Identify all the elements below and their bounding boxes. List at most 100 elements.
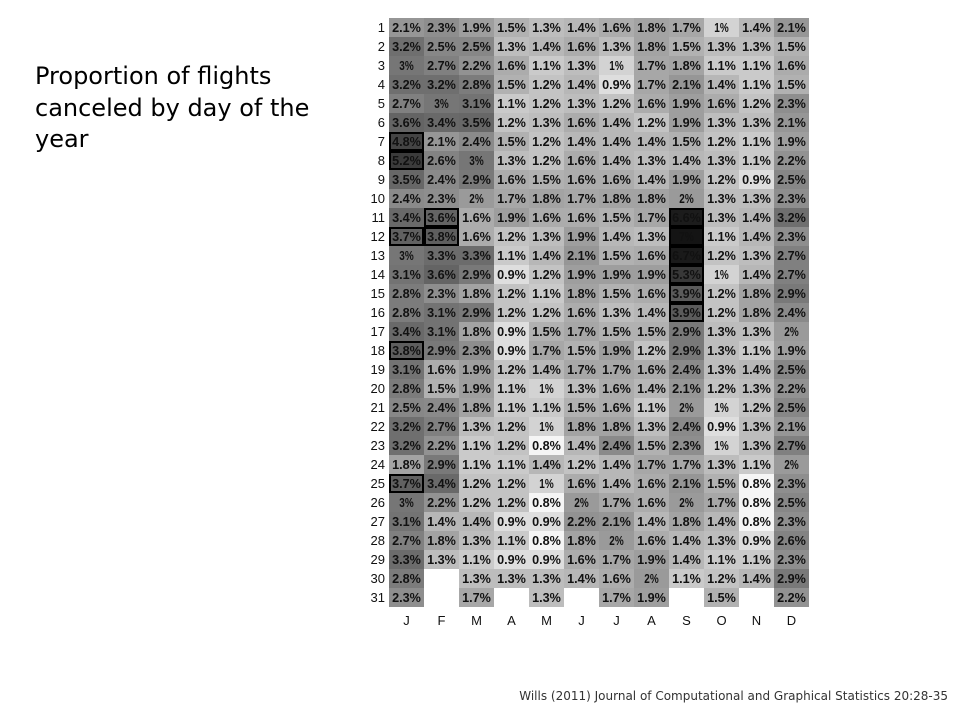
heatmap-cell bbox=[529, 512, 564, 531]
heatmap-cell bbox=[599, 360, 634, 379]
heatmap-cell-label: 1.2% bbox=[532, 135, 561, 149]
heatmap-cell-label: 1.3% bbox=[707, 325, 736, 339]
heatmap-cell bbox=[774, 246, 809, 265]
heatmap-cell bbox=[704, 56, 739, 75]
heatmap-cell-label: 1.9% bbox=[497, 211, 526, 225]
heatmap-cell-label: 5.3% bbox=[672, 268, 701, 282]
month-label: M bbox=[541, 613, 552, 628]
heatmap-cell-label: 1.4% bbox=[567, 572, 596, 586]
day-label: 31 bbox=[371, 590, 385, 605]
heatmap-cell bbox=[529, 56, 564, 75]
heatmap-cell bbox=[704, 170, 739, 189]
heatmap-cell-label: 2.4% bbox=[672, 363, 701, 377]
heatmap-cell-label: 2.3% bbox=[392, 591, 421, 605]
heatmap-cell-label: 1.4% bbox=[602, 458, 631, 472]
heatmap-cell bbox=[599, 493, 634, 512]
heatmap-cell bbox=[669, 265, 704, 284]
heatmap-cell-label: 1.1% bbox=[742, 344, 771, 358]
heatmap-cell bbox=[704, 588, 739, 607]
heatmap-cell-label: 1.5% bbox=[497, 21, 526, 35]
heatmap-cell-label: 1.6% bbox=[462, 211, 491, 225]
heatmap-cell-label: 1.6% bbox=[777, 59, 806, 73]
heatmap-cell-label: 1.8% bbox=[567, 420, 596, 434]
heatmap-cell-label: 1.3% bbox=[602, 306, 631, 320]
heatmap-cell bbox=[564, 94, 599, 113]
heatmap-cell bbox=[459, 56, 494, 75]
heatmap-cell bbox=[389, 75, 424, 94]
heatmap-cell bbox=[389, 113, 424, 132]
heatmap-cell bbox=[704, 18, 739, 37]
day-label: 11 bbox=[372, 210, 386, 225]
heatmap-cell bbox=[564, 265, 599, 284]
heatmap-cell-label: 1.4% bbox=[742, 230, 771, 244]
heatmap-cell-label: 2% bbox=[679, 496, 693, 510]
heatmap-cell bbox=[389, 322, 424, 341]
heatmap-cell bbox=[599, 37, 634, 56]
heatmap-cell bbox=[599, 455, 634, 474]
heatmap-cell-label: 1.3% bbox=[742, 382, 771, 396]
heatmap-cell bbox=[389, 550, 424, 569]
heatmap-cell-label: 2.2% bbox=[777, 591, 806, 605]
heatmap-cell-label: 2.3% bbox=[777, 515, 806, 529]
month-label: S bbox=[682, 613, 691, 628]
heatmap-cell bbox=[424, 322, 459, 341]
heatmap-cell bbox=[669, 322, 704, 341]
heatmap-cell-label: 1.7% bbox=[672, 458, 701, 472]
heatmap-cell bbox=[774, 398, 809, 417]
heatmap-cell bbox=[424, 303, 459, 322]
heatmap-cell-label: 1.7% bbox=[567, 363, 596, 377]
heatmap-cell bbox=[564, 75, 599, 94]
heatmap-cell-label: 0.9% bbox=[742, 173, 771, 187]
heatmap-cell-label: 2.3% bbox=[427, 287, 456, 301]
heatmap-cell bbox=[599, 151, 634, 170]
day-label: 10 bbox=[371, 191, 385, 206]
day-label: 17 bbox=[371, 324, 385, 339]
heatmap-cell bbox=[669, 246, 704, 265]
heatmap-cell bbox=[669, 341, 704, 360]
heatmap-cell-label: 1.2% bbox=[462, 477, 491, 491]
heatmap-cell-label: 1.3% bbox=[497, 40, 526, 54]
heatmap-cell-label: 1.6% bbox=[637, 287, 666, 301]
heatmap-cell-label: 1.5% bbox=[567, 401, 596, 415]
heatmap-cell bbox=[599, 56, 634, 75]
heatmap-cell bbox=[774, 379, 809, 398]
heatmap-cell bbox=[494, 360, 529, 379]
heatmap-cell-label: 2.9% bbox=[777, 287, 806, 301]
heatmap-cell-label: 2.9% bbox=[462, 306, 491, 320]
heatmap-cell-label: 1.8% bbox=[532, 192, 561, 206]
heatmap-cell bbox=[459, 455, 494, 474]
heatmap-cell-label: 1.1% bbox=[742, 59, 771, 73]
heatmap-cell bbox=[704, 37, 739, 56]
heatmap-cell bbox=[564, 56, 599, 75]
heatmap-cell bbox=[634, 151, 669, 170]
heatmap-cell-label: 1.6% bbox=[637, 534, 666, 548]
heatmap-cell-label: 1.1% bbox=[707, 230, 736, 244]
heatmap-cell-label: 1.4% bbox=[672, 534, 701, 548]
heatmap-cell-label: 1.9% bbox=[567, 268, 596, 282]
heatmap-cell bbox=[424, 531, 459, 550]
heatmap-cell bbox=[459, 170, 494, 189]
heatmap-cell bbox=[459, 151, 494, 170]
heatmap-cell-label: 1.1% bbox=[462, 553, 491, 567]
heatmap-cell-label: 1.1% bbox=[497, 97, 526, 111]
heatmap-cell-label: 0.8% bbox=[742, 496, 771, 510]
heatmap-cell bbox=[634, 493, 669, 512]
heatmap-cell bbox=[424, 75, 459, 94]
heatmap-cell bbox=[739, 531, 774, 550]
heatmap-cell bbox=[459, 303, 494, 322]
heatmap-cell bbox=[774, 56, 809, 75]
heatmap-cell bbox=[669, 569, 704, 588]
heatmap-cell-label: 3.6% bbox=[427, 211, 456, 225]
heatmap-cell-label: 0.8% bbox=[742, 477, 771, 491]
heatmap-cell-label: 1.9% bbox=[602, 268, 631, 282]
heatmap-cell bbox=[739, 417, 774, 436]
heatmap-cell bbox=[774, 531, 809, 550]
heatmap-cell bbox=[669, 151, 704, 170]
heatmap-cell bbox=[599, 398, 634, 417]
heatmap-cell-label: 2.3% bbox=[427, 192, 456, 206]
heatmap-cell-label: 1.3% bbox=[707, 40, 736, 54]
heatmap-cell-label: 1% bbox=[539, 420, 553, 434]
heatmap-cell bbox=[424, 132, 459, 151]
heatmap-cell bbox=[704, 512, 739, 531]
heatmap-cell-label: 1.4% bbox=[672, 154, 701, 168]
